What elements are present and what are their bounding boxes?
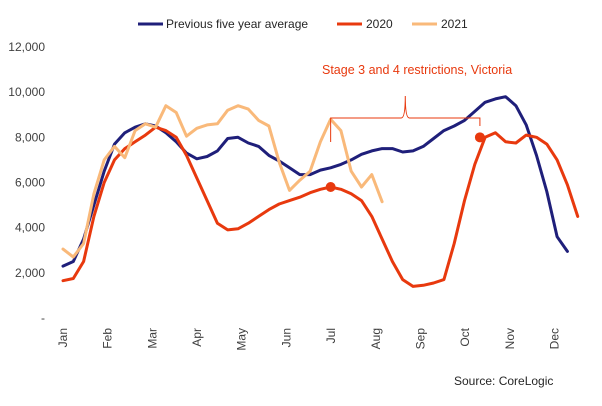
x-tick-label-apr: Apr [190,328,204,347]
source-note: Source: CoreLogic [454,374,554,388]
x-tick-label-mar: Mar [145,328,159,349]
x-tick-label-may: May [235,328,249,351]
series-line-2021 [61,104,384,259]
y-tick-label: 4,000 [15,221,45,235]
series-layer [61,95,580,288]
y-tick-label: 10,000 [8,85,45,99]
restrictions-annotation: Stage 3 and 4 restrictions, Victoria [322,63,512,77]
x-tick-label-jun: Jun [279,328,293,347]
marker-layer [325,132,485,193]
x-tick-label-dec: Dec [547,328,561,349]
legend: Previous five year average 2020 2021 [138,17,468,31]
x-tick-label-aug: Aug [369,328,383,349]
event-marker-2 [474,132,485,143]
x-tick-label-sep: Sep [413,328,427,350]
y-axis-ticks: - 2,000 4,000 6,000 8,000 10,000 12,000 [8,40,45,325]
event-marker-1 [325,182,336,193]
y-tick-label: - [41,311,45,325]
x-tick-label-oct: Oct [458,327,472,346]
x-tick-label-jan: Jan [56,328,70,347]
series-line-2020 [61,125,580,288]
series-line-previous-five-year-average [61,95,569,268]
legend-label-2021: 2021 [441,17,468,31]
x-tick-label-feb: Feb [101,328,115,349]
y-tick-label: 6,000 [15,176,45,190]
restrictions-bracket [330,95,481,142]
x-tick-label-nov: Nov [503,328,517,349]
legend-label-previous-five-year-average: Previous five year average [166,17,308,31]
legend-label-2020: 2020 [366,17,393,31]
x-tick-label-jul: Jul [324,328,338,343]
x-axis-ticks: Jan Feb Mar Apr May Jun Jul Aug Sep Oct Nov Dec [56,327,561,350]
y-tick-label: 8,000 [15,130,45,144]
y-tick-label: 2,000 [15,266,45,280]
y-tick-label: 12,000 [8,40,45,54]
